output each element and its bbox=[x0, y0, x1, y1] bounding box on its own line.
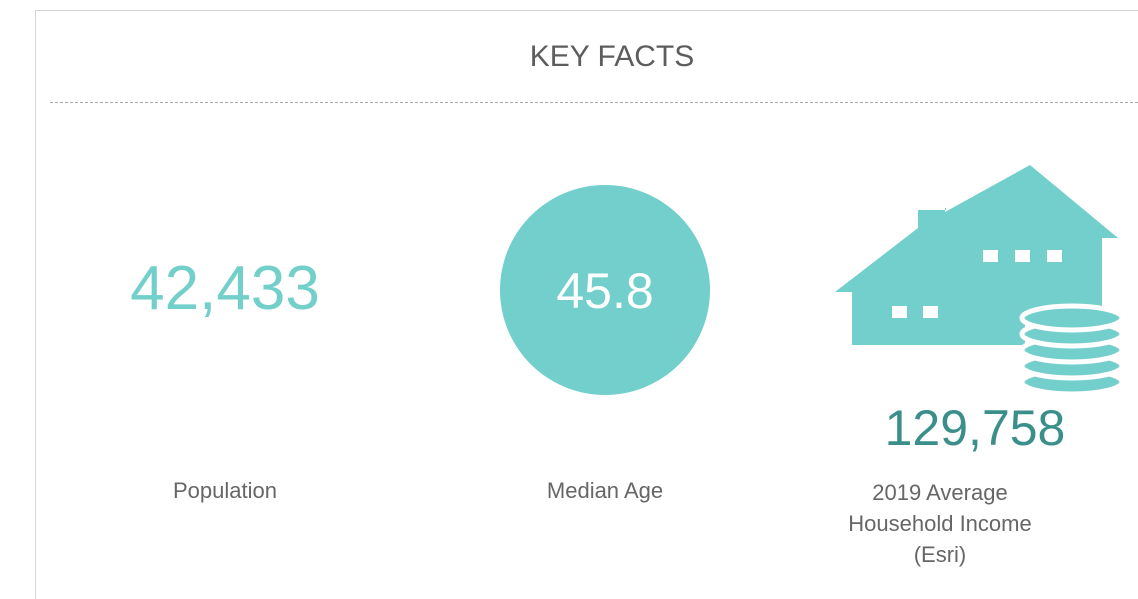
fact-value: 45.8 bbox=[556, 263, 654, 319]
panel bbox=[35, 10, 1138, 599]
fact-label: 2019 Average Household Income (Esri) bbox=[848, 480, 1032, 567]
house-icon bbox=[835, 165, 1125, 397]
divider bbox=[50, 102, 1138, 103]
fact-label: Median Age bbox=[546, 478, 664, 503]
title: KEY FACTS bbox=[529, 40, 695, 73]
fact-value: 129,758 bbox=[884, 400, 1066, 456]
age-circle bbox=[500, 185, 710, 395]
fact-label: Population bbox=[173, 478, 277, 503]
fact-value: 42,433 bbox=[130, 254, 320, 323]
